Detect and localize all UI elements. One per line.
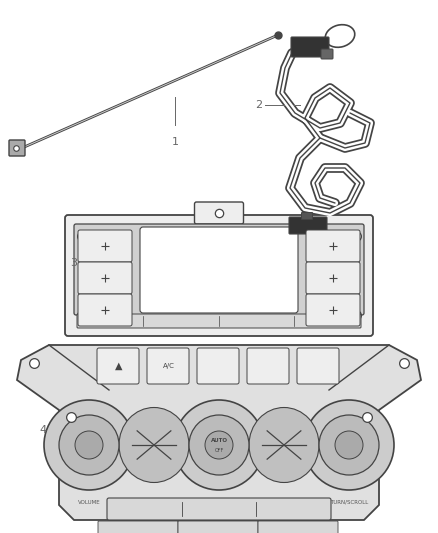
Text: 2: 2 <box>255 100 262 110</box>
Circle shape <box>75 431 103 459</box>
FancyBboxPatch shape <box>306 294 360 326</box>
FancyBboxPatch shape <box>65 215 373 336</box>
FancyBboxPatch shape <box>247 348 289 384</box>
Text: VOLUME: VOLUME <box>78 500 100 505</box>
Text: AUTO: AUTO <box>211 439 227 443</box>
FancyBboxPatch shape <box>178 521 258 533</box>
Polygon shape <box>17 345 421 520</box>
Circle shape <box>189 415 249 475</box>
FancyBboxPatch shape <box>258 521 338 533</box>
FancyBboxPatch shape <box>107 498 331 520</box>
Text: A/C: A/C <box>163 363 175 369</box>
FancyBboxPatch shape <box>194 202 244 224</box>
Text: OFF: OFF <box>214 448 224 454</box>
FancyBboxPatch shape <box>97 348 139 384</box>
Text: 1: 1 <box>172 137 179 147</box>
FancyBboxPatch shape <box>78 230 132 262</box>
Text: TURN/SCROLL: TURN/SCROLL <box>330 500 368 505</box>
Ellipse shape <box>119 408 189 482</box>
FancyBboxPatch shape <box>78 294 132 326</box>
FancyBboxPatch shape <box>306 230 360 262</box>
Circle shape <box>205 431 233 459</box>
FancyBboxPatch shape <box>301 213 312 220</box>
FancyBboxPatch shape <box>78 262 132 294</box>
Circle shape <box>59 415 119 475</box>
Circle shape <box>174 400 264 490</box>
FancyBboxPatch shape <box>297 348 339 384</box>
FancyBboxPatch shape <box>147 348 189 384</box>
FancyBboxPatch shape <box>291 37 329 57</box>
Circle shape <box>335 431 363 459</box>
FancyBboxPatch shape <box>306 262 360 294</box>
FancyBboxPatch shape <box>289 217 327 234</box>
Ellipse shape <box>249 408 319 482</box>
Circle shape <box>44 400 134 490</box>
FancyBboxPatch shape <box>197 348 239 384</box>
FancyBboxPatch shape <box>321 49 333 59</box>
FancyBboxPatch shape <box>140 227 298 313</box>
FancyBboxPatch shape <box>77 314 361 328</box>
Text: 3: 3 <box>70 258 77 268</box>
Text: ▲: ▲ <box>115 361 123 371</box>
Text: 4: 4 <box>40 425 47 435</box>
FancyBboxPatch shape <box>98 521 178 533</box>
FancyBboxPatch shape <box>74 224 364 315</box>
Circle shape <box>304 400 394 490</box>
Circle shape <box>319 415 379 475</box>
FancyBboxPatch shape <box>9 140 25 156</box>
